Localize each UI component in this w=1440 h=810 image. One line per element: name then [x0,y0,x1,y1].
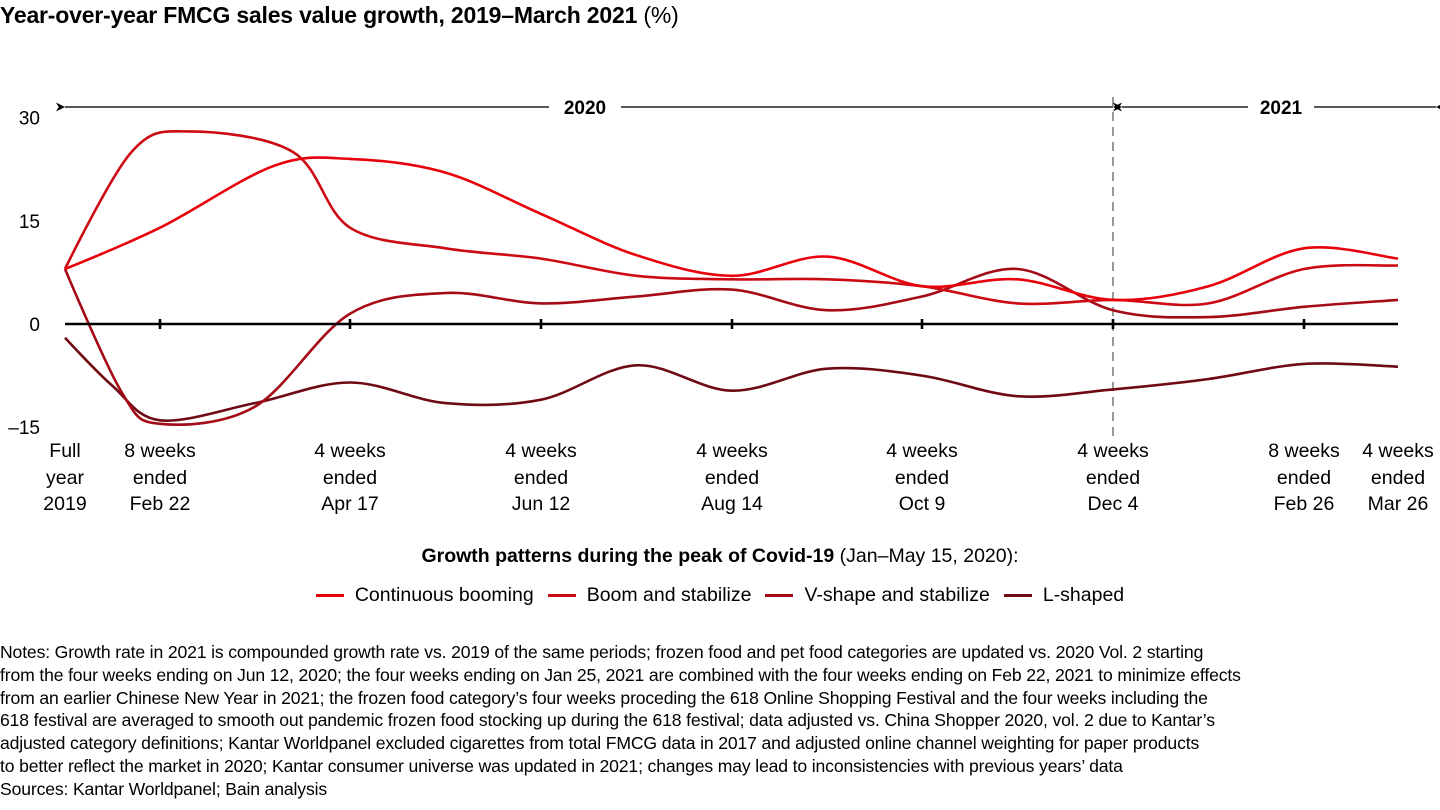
x-tick-label-line: ended [704,466,760,489]
y-tick-label: 15 [19,212,40,233]
legend-label: Continuous booming [354,584,534,606]
legend-title-rest: (Jan–May 15, 2020): [834,545,1019,567]
x-tick-label-line: 8 weeks [1268,440,1340,462]
legend-item: Boom and stabilize [547,584,752,607]
y-tick-label: 30 [19,109,40,130]
period-label-2020: 2020 [564,98,606,119]
legend-swatch [315,594,344,597]
legend-swatch [765,594,794,597]
legend-swatch [1003,594,1032,597]
legend-title-bold: Growth patterns during the peak of Covid… [421,545,835,567]
legend-label: L-shaped [1042,584,1125,606]
y-axis: 30 15 0 –15 [8,109,40,440]
chart-title: Year-over-year FMCG sales value growth, … [0,2,679,29]
period-label-2021: 2021 [1260,98,1303,119]
x-tick-label: 4 weeks ended Mar 26 [1338,438,1440,518]
series-line-v-shape-and-stabilize [63,267,1399,426]
period-brackets: 2020 2021 [56,98,1440,119]
x-tick-label: 4 weeks ended Oct 9 [862,438,982,518]
x-tick-label-line: 8 weeks [124,440,196,462]
legend-item: V-shape and stabilize [765,584,990,607]
legend-title: Growth patterns during the peak of Covid… [0,545,1440,568]
x-tick-label-line: ended [894,466,950,489]
y-tick-label: 0 [29,315,40,336]
x-tick-label-line: Jun 12 [511,493,571,515]
x-tick-label-line: 2019 [43,493,87,515]
x-tick-label-line: Apr 17 [321,493,379,515]
legend-item: Continuous booming [315,584,534,607]
x-tick-label-line: ended [1085,466,1141,489]
x-tick-label-line: 4 weeks [505,440,577,462]
chart-title-main: Year-over-year FMCG sales value growth, … [0,2,638,28]
x-tick-label: 4 weeks ended Jun 12 [481,438,601,518]
x-tick-label: 8 weeks ended Feb 22 [100,438,220,518]
x-tick-label-line: 4 weeks [1077,440,1149,462]
x-tick-label-line: Dec 4 [1087,493,1139,515]
y-tick-label: –15 [8,418,40,439]
x-tick-label-line: Feb 26 [1273,493,1335,515]
x-tick-label-line: Feb 22 [129,493,191,515]
x-tick-label-line: year [46,466,84,489]
x-tick-label-line: Oct 9 [898,493,946,515]
x-tick-label-line: ended [322,466,378,489]
legend-label: V-shape and stabilize [804,584,990,606]
x-tick-label: 4 weeks ended Dec 4 [1053,438,1173,518]
legend-label: Boom and stabilize [586,584,752,606]
legend: Continuous booming Boom and stabilize V-sh… [0,584,1440,607]
x-tick-label: 8 weeks ended Feb 26 [1244,438,1364,518]
x-tick-label-line: ended [132,466,188,489]
series-line-continuous-booming [64,156,1399,302]
notes: Notes: Growth rate in 2021 is compounded… [0,641,1440,801]
sources-text: Sources: Kantar Worldpanel; Bain analysi… [0,778,328,799]
legend-swatch [547,594,576,597]
x-tick-label-line: 4 weeks [314,440,386,462]
legend-item: L-shaped [1003,584,1125,607]
x-tick-label-line: Full [49,440,81,462]
series-line-boom-and-stabilize [63,130,1399,307]
x-tick-label-line: ended [513,466,569,489]
x-tick-label-line: 4 weeks [696,440,768,462]
x-tick-label-line: 4 weeks [886,440,958,462]
x-tick-label-line: 4 weeks [1362,440,1434,462]
notes-text: Notes: Growth rate in 2021 is compounded… [0,642,1241,776]
x-tick-label-line: Mar 26 [1367,493,1429,515]
x-tick-label-line: ended [1276,466,1332,489]
x-tick-label: 4 weeks ended Aug 14 [672,438,792,518]
line-chart: 30 15 0 –15 2020 2021 [8,97,1440,440]
x-tick-label-line: Aug 14 [701,493,763,515]
chart-title-unit: (%) [643,2,679,28]
x-tick-label-line: ended [1370,466,1426,489]
x-tick-label: Full year 2019 [5,438,125,518]
series-lines [63,130,1399,426]
x-axis [65,319,1398,329]
series-line-l-shaped [64,336,1399,422]
x-tick-label: 4 weeks ended Apr 17 [290,438,410,518]
